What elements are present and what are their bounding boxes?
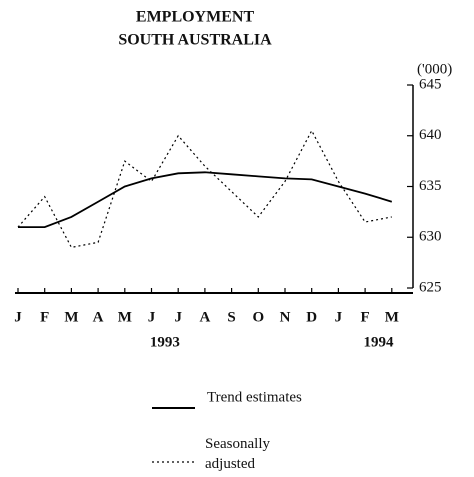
- year-label: 1994: [363, 334, 394, 350]
- x-tick-label: M: [385, 309, 399, 325]
- x-tick-label: D: [306, 309, 317, 325]
- x-tick-label: F: [361, 309, 370, 325]
- x-tick-label: M: [118, 309, 132, 325]
- y-tick-label: 635: [419, 178, 442, 194]
- legend-label: Trend estimates: [207, 389, 302, 405]
- x-tick-label: N: [280, 309, 291, 325]
- y-tick-label: 630: [419, 229, 442, 245]
- chart-title: SOUTH AUSTRALIA: [118, 32, 272, 49]
- x-tick-label: F: [40, 309, 49, 325]
- year-label: 1993: [150, 334, 180, 350]
- x-tick-label: A: [199, 309, 210, 325]
- legend-label: Seasonally adjusted: [205, 436, 270, 472]
- x-tick-label: M: [64, 309, 78, 325]
- chart-title: EMPLOYMENT: [136, 9, 255, 26]
- y-tick-label: 645: [419, 76, 442, 92]
- x-tick-label: O: [252, 309, 264, 325]
- x-tick-label: S: [227, 309, 235, 325]
- y-tick-label: 625: [419, 279, 442, 295]
- y-tick-label: 640: [419, 127, 442, 143]
- x-tick-label: A: [93, 309, 104, 325]
- x-tick-label: J: [174, 309, 182, 325]
- y-unit: ('000): [417, 61, 452, 77]
- x-tick-label: J: [335, 309, 343, 325]
- series-line: [17, 129, 392, 249]
- x-tick-label: J: [14, 309, 22, 325]
- series-line: [18, 171, 393, 229]
- x-tick-label: J: [148, 309, 156, 325]
